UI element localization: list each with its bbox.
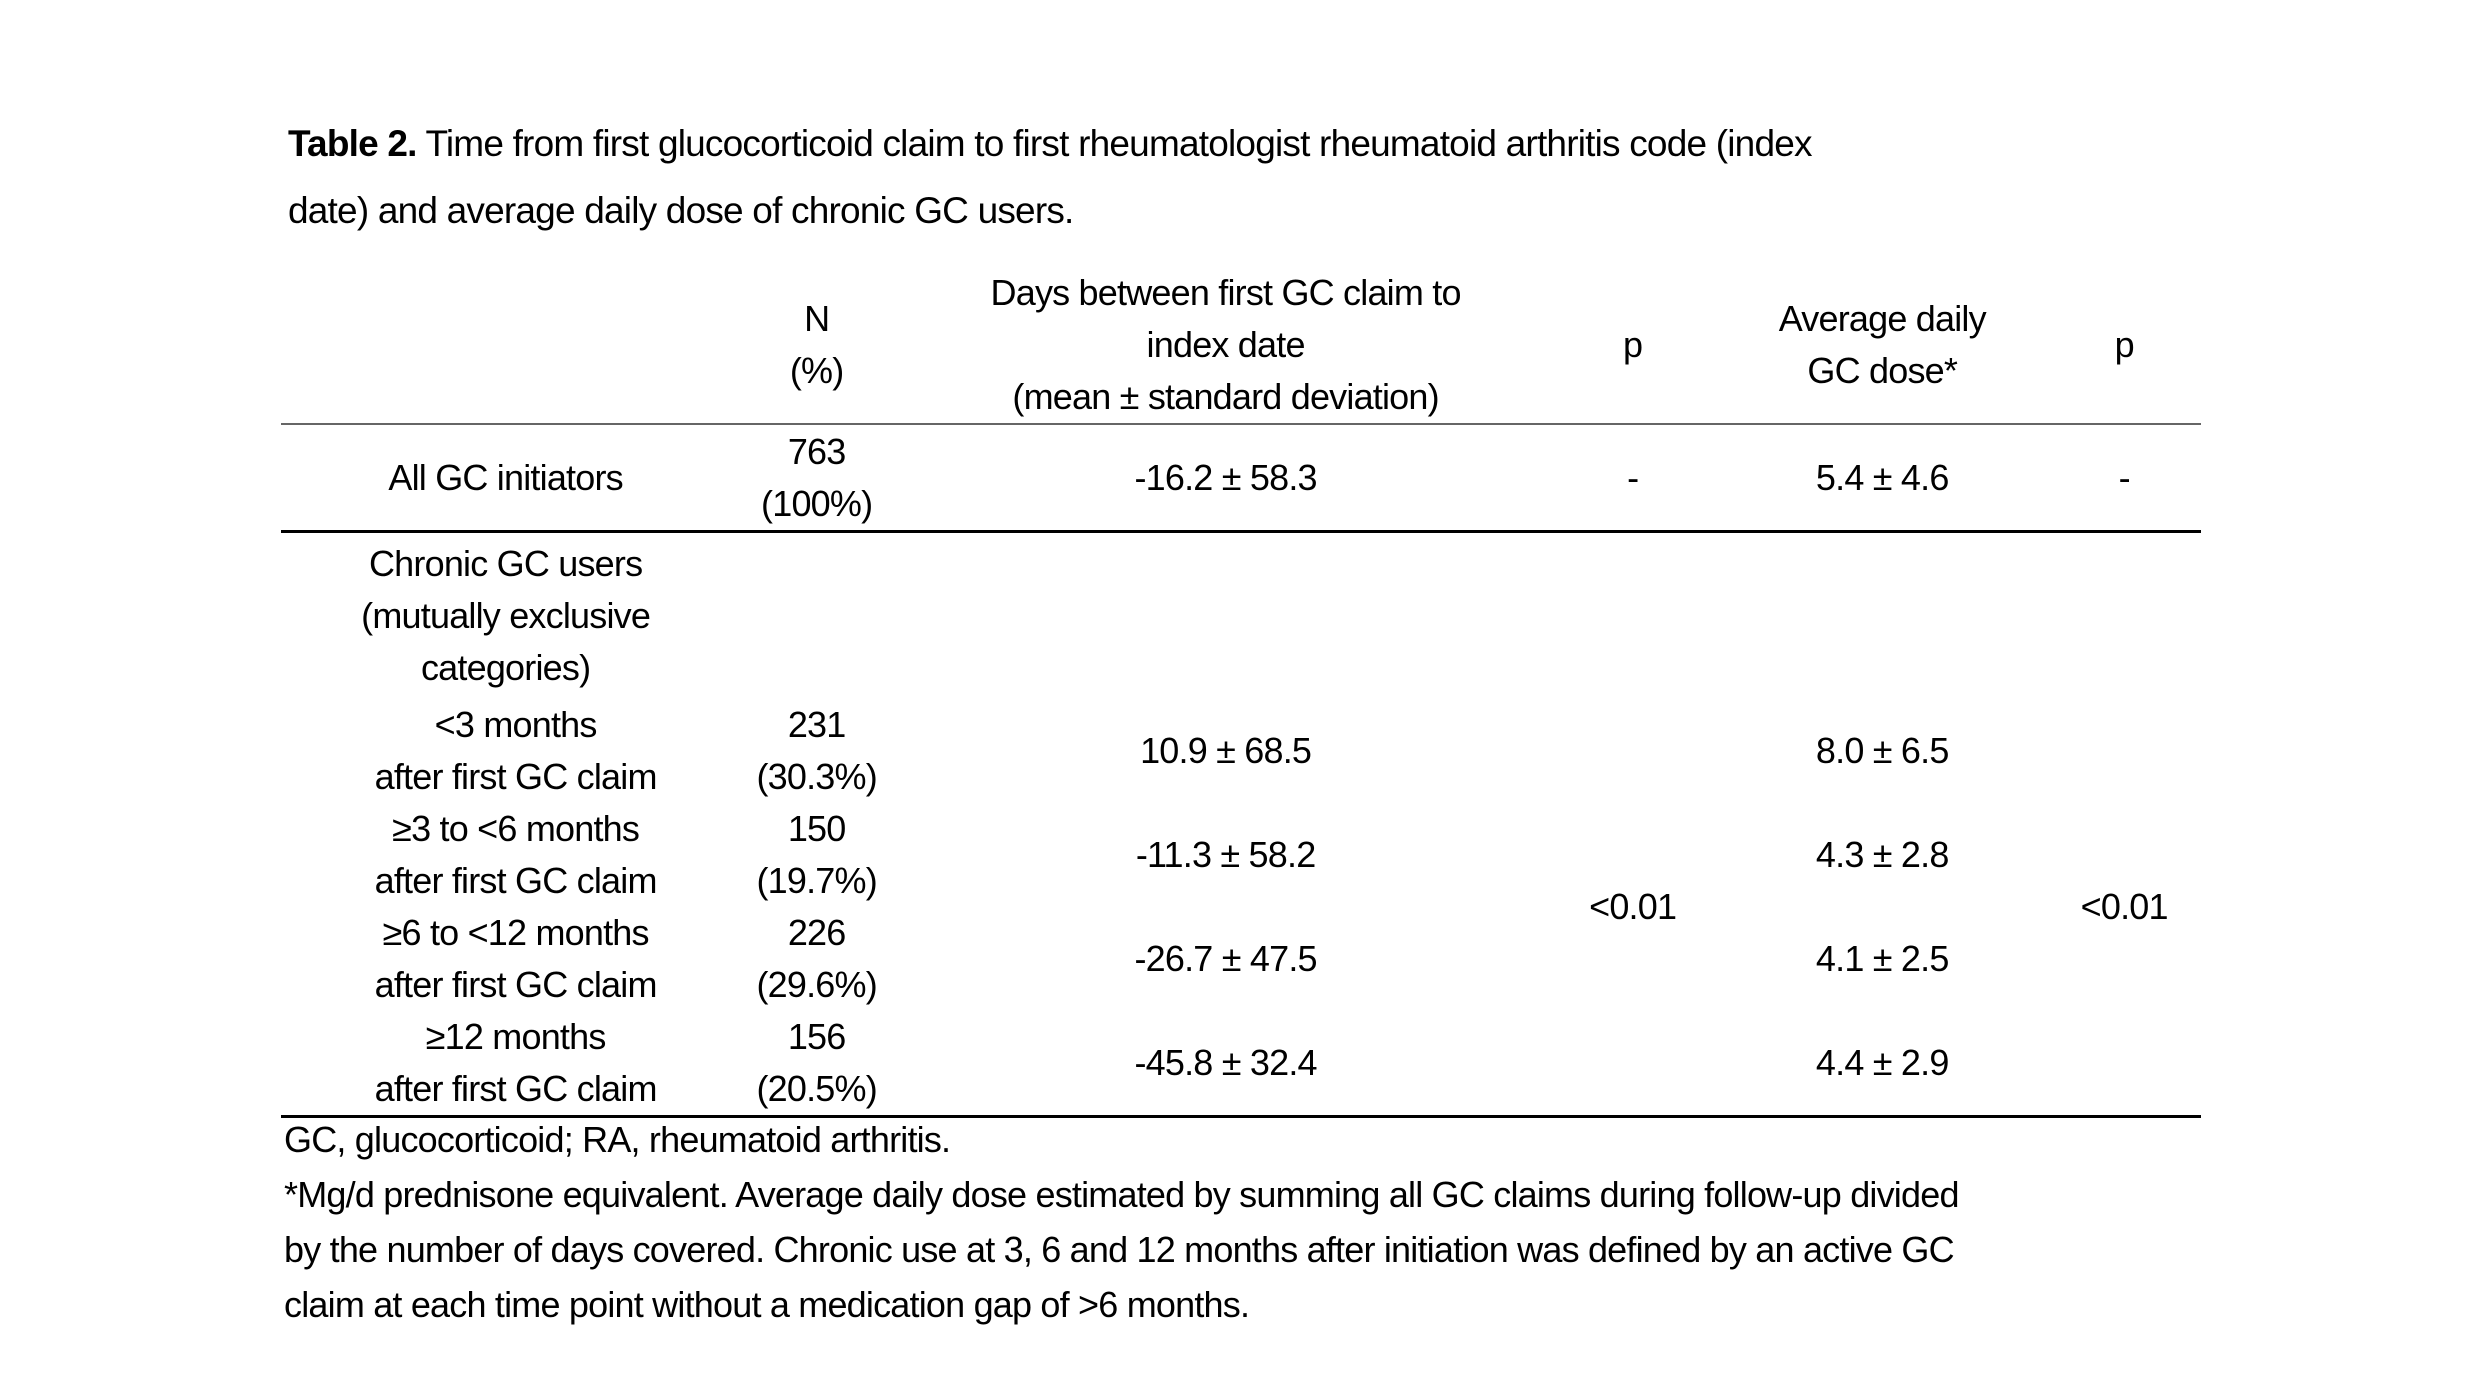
header-days-to-index: Days between first GC claim to index dat…	[903, 266, 1549, 425]
table-row-lt-3-months: <3 months after first GC claim 231 (30.3…	[281, 699, 2201, 927]
caption-text-line-2: date) and average daily dose of chronic …	[288, 190, 1074, 231]
header-n-line-2: (%)	[789, 349, 844, 391]
cell-n-count: 226	[787, 912, 846, 953]
cell-n-count: 156	[787, 1016, 846, 1057]
cell-days-lt-3-months: 10.9 ± 68.5	[1140, 730, 1312, 771]
header-n-percent: N (%)	[730, 266, 904, 425]
cell-p-days-all-initiators: -	[1548, 424, 1718, 533]
cell-days-all-initiators: -16.2 ± 58.3	[903, 424, 1549, 533]
cell-days-ge-12-months: -45.8 ± 32.4	[1134, 1042, 1317, 1083]
cell-n-6-to-12-months: 226 (29.6%)	[730, 907, 903, 1011]
header-p-days: p	[1548, 266, 1718, 425]
cell-n-lt-3-months: 231 (30.3%)	[730, 699, 903, 803]
cell-empty	[730, 532, 903, 700]
cell-n-percent: (100%)	[761, 482, 873, 524]
cell-p-days-chronic: <0.01	[1589, 886, 1677, 927]
row-label-lt-3-months: <3 months after first GC claim	[281, 699, 730, 803]
header-dose-line-1: Average daily	[1778, 297, 1987, 339]
header-row: N (%) Days between first GC claim to ind…	[281, 266, 2201, 425]
section-label-line-1: Chronic GC users	[368, 543, 643, 584]
caption-table-number: Table 2.	[288, 123, 417, 164]
cell-n-all-initiators: 763 (100%)	[730, 424, 904, 533]
caption-line-1: Table 2. Time from first glucocorticoid …	[288, 110, 1813, 177]
table-row-3-to-6-months: ≥3 to <6 months after first GC claim 150…	[281, 803, 2201, 907]
header-row-label-column	[281, 266, 731, 425]
table-row-ge-12-months: ≥12 months after first GC claim 156 (20.…	[281, 1011, 2201, 1117]
footnote-dose-definition-line-2: by the number of days covered. Chronic u…	[284, 1229, 1955, 1270]
cell-n-percent: (20.5%)	[756, 1068, 877, 1109]
cell-n-percent: (19.7%)	[756, 860, 877, 901]
cell-dose-lt-3-months: 8.0 ± 6.5	[1815, 730, 1949, 771]
results-table: N (%) Days between first GC claim to ind…	[281, 266, 2201, 1118]
cell-dose-3-to-6-months: 4.3 ± 2.8	[1815, 834, 1949, 875]
row-label-line-1: ≥12 months	[425, 1016, 607, 1057]
row-label-line-2: after first GC claim	[374, 756, 658, 797]
section-label-line-3: categories)	[420, 647, 591, 688]
cell-n-count: 231	[787, 704, 846, 745]
footnotes: GC, glucocorticoid; RA, rheumatoid arthr…	[284, 1112, 1959, 1332]
footnote-dose-definition-line-1: *Mg/d prednisone equivalent. Average dai…	[284, 1174, 1959, 1215]
row-label-line-1: ≥6 to <12 months	[382, 912, 650, 953]
cell-empty	[1548, 532, 1717, 700]
table-row-all-gc-initiators: All GC initiators 763 (100%) -16.2 ± 58.…	[281, 424, 2201, 533]
cell-days-6-to-12-months: -26.7 ± 47.5	[1134, 938, 1317, 979]
row-label-line-1: ≥3 to <6 months	[392, 808, 640, 849]
row-label-line-2: after first GC claim	[374, 860, 658, 901]
cell-n-percent: (29.6%)	[756, 964, 877, 1005]
section-label-line-2: (mutually exclusive	[361, 595, 651, 636]
caption-text-line-1: Time from first glucocorticoid claim to …	[416, 123, 1812, 164]
row-label-3-to-6-months: ≥3 to <6 months after first GC claim	[281, 803, 730, 907]
cell-n-ge-12-months: 156 (20.5%)	[730, 1011, 903, 1117]
header-n-line-1: N	[804, 297, 830, 339]
cell-n-3-to-6-months: 150 (19.7%)	[730, 803, 903, 907]
table-row-6-to-12-months: ≥6 to <12 months after first GC claim 22…	[281, 907, 2201, 1011]
header-days-line-1: Days between first GC claim to	[990, 271, 1462, 313]
cell-n-percent: (30.3%)	[756, 756, 877, 797]
row-label-line-2: after first GC claim	[374, 1068, 658, 1109]
header-dose-line-2: GC dose*	[1807, 349, 1958, 391]
cell-days-3-to-6-months: -11.3 ± 58.2	[1135, 834, 1316, 875]
cell-empty	[2047, 532, 2201, 700]
row-label-line-1: <3 months	[434, 704, 598, 745]
cell-p-dose-all-initiators: -	[2047, 424, 2201, 533]
header-days-line-2: index date	[1146, 323, 1306, 365]
footnote-abbreviations: GC, glucocorticoid; RA, rheumatoid arthr…	[284, 1119, 951, 1160]
header-average-dose: Average daily GC dose*	[1717, 266, 2048, 425]
cell-empty	[903, 532, 1548, 700]
header-p-dose: p	[2047, 266, 2201, 425]
table-row-chronic-section-header: Chronic GC users (mutually exclusive cat…	[281, 532, 2201, 700]
row-label-6-to-12-months: ≥6 to <12 months after first GC claim	[281, 907, 730, 1011]
table-caption: Table 2. Time from first glucocorticoid …	[288, 110, 1813, 244]
cell-dose-all-initiators: 5.4 ± 4.6	[1717, 424, 2048, 533]
cell-empty	[1717, 532, 2047, 700]
row-label-line-2: after first GC claim	[374, 964, 658, 1005]
cell-n-count: 150	[787, 808, 846, 849]
row-label-all-gc-initiators: All GC initiators	[281, 424, 731, 533]
cell-p-dose-chronic: <0.01	[2080, 886, 2169, 927]
cell-dose-ge-12-months: 4.4 ± 2.9	[1815, 1042, 1949, 1083]
footnote-dose-definition-line-3: claim at each time point without a medic…	[284, 1284, 1250, 1325]
cell-dose-6-to-12-months: 4.1 ± 2.5	[1815, 938, 1949, 979]
cell-n-count: 763	[787, 430, 846, 472]
header-days-line-3: (mean ± standard deviation)	[1012, 375, 1439, 417]
row-label-chronic-gc-users: Chronic GC users (mutually exclusive cat…	[281, 532, 730, 700]
row-label-ge-12-months: ≥12 months after first GC claim	[281, 1011, 730, 1117]
